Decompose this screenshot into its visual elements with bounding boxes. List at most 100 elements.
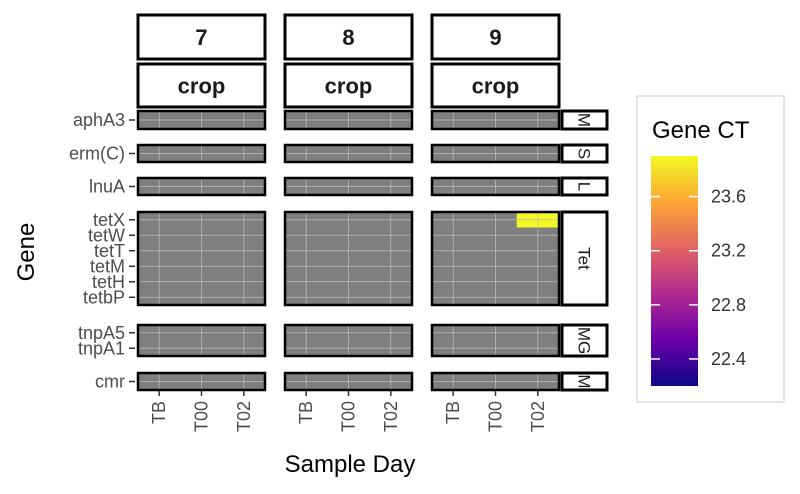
panel-border — [136, 371, 267, 392]
row-strip-label-tet-3: Tet — [575, 247, 594, 270]
strip-label-crop-7: crop — [178, 74, 226, 99]
row-strip-label-group: M — [575, 113, 594, 127]
row-strip-label-group: M — [575, 374, 594, 388]
panel-8-tet-3 — [283, 210, 414, 307]
panel-9-mg-4 — [430, 323, 561, 358]
x-tick-label-7-t02: T02 — [234, 401, 254, 432]
y-tick-label-lnua: lnuA — [89, 177, 125, 197]
panel-8-m-5 — [283, 371, 414, 392]
panel-border — [283, 109, 414, 131]
strip-box-crop-9 — [430, 62, 561, 109]
row-strip-label-mg-4: MG — [575, 327, 594, 354]
x-tick-label-8-t02: T02 — [381, 401, 401, 432]
row-strip-label-l-2: L — [575, 182, 594, 191]
panel-border — [430, 323, 561, 358]
panel-7-m-0 — [136, 109, 267, 131]
strip-box-crop-8 — [283, 62, 414, 109]
x-tick-label-9-t00: T00 — [486, 401, 506, 432]
row-strips: M S L Tet MG M — [560, 109, 609, 392]
y-tick-label-cmr: cmr — [95, 372, 125, 392]
panel-border — [283, 323, 414, 358]
legend-tick-label-23-2: 23.2 — [711, 241, 746, 261]
panel-border — [430, 371, 561, 392]
panel-border — [283, 143, 414, 164]
panel-9-l-2 — [430, 176, 561, 197]
strip-label-8: 8 — [342, 25, 354, 50]
panel-7-mg-4 — [136, 323, 267, 358]
row-strip-box-4 — [560, 323, 609, 358]
x-axis-title: Sample Day — [285, 451, 416, 478]
strip-label-9: 9 — [489, 25, 501, 50]
strip-label-crop-9: crop — [472, 74, 520, 99]
row-strip-label-group: MG — [575, 327, 594, 354]
y-tick-label-erm-c: erm(C) — [69, 144, 125, 164]
panel-border — [430, 143, 561, 164]
panel-8-mg-4 — [283, 323, 414, 358]
y-tick-label-tett: tetT — [94, 241, 125, 261]
color-bar — [651, 156, 698, 386]
panel-border — [430, 210, 561, 307]
legend-ticks: 22.4 22.8 23.2 23.6 — [651, 187, 746, 369]
row-strip-box-0 — [560, 109, 609, 131]
panel-9-m-0 — [430, 109, 561, 131]
x-tick-label-8-t00: T00 — [339, 401, 359, 432]
panel-8-l-2 — [283, 176, 414, 197]
legend-tick-label-22-4: 22.4 — [711, 349, 746, 369]
panel-border — [283, 210, 414, 307]
panel-border — [136, 210, 267, 307]
strip-box-7 — [136, 13, 267, 61]
x-tick-label-7-tb: TB — [149, 401, 169, 424]
row-strip-box-3 — [560, 210, 609, 307]
y-tick-label-tetx: tetX — [93, 210, 125, 230]
strip-box-crop-7 — [136, 62, 267, 109]
row-strip-label-s-1: S — [575, 148, 594, 159]
row-strip-label-group: S — [575, 148, 594, 159]
panel-7-s-1 — [136, 143, 267, 164]
y-tick-label-tnpa1: tnpA1 — [78, 338, 125, 358]
panel-9-s-1 — [430, 143, 561, 164]
panel-border — [283, 371, 414, 392]
panels-layer — [136, 109, 561, 392]
x-tick-label-9-t02: T02 — [528, 401, 548, 432]
strip-box-8 — [283, 13, 414, 61]
legend-tick-label-22-8: 22.8 — [711, 295, 746, 315]
y-tick-label-teth: tetH — [92, 272, 125, 292]
panel-border — [283, 176, 414, 197]
panel-9-tet-3 — [430, 210, 561, 307]
panel-7-m-5 — [136, 371, 267, 392]
y-axis: aphA3 erm(C) lnuA tetXtetWtetTtetMtetHtetbP… — [69, 110, 135, 392]
panel-9-m-5 — [430, 371, 561, 392]
row-strip-label-group: L — [575, 182, 594, 191]
panel-7-tet-3 — [136, 210, 267, 307]
y-tick-label-tnpa5: tnpA5 — [78, 323, 125, 343]
legend: Gene CT 22.4 22.8 23.2 23.6 — [636, 95, 785, 403]
row-strip-box-5 — [560, 371, 609, 392]
panel-8-m-0 — [283, 109, 414, 131]
row-strip-label-m-5: M — [575, 374, 594, 388]
panel-border — [136, 143, 267, 164]
panel-border — [136, 323, 267, 358]
y-tick-label-tetw: tetW — [88, 225, 125, 245]
y-tick-label-tetm: tetM — [90, 256, 125, 276]
x-tick-label-8-tb: TB — [296, 401, 316, 424]
column-strips: 7 crop 8 crop 9 crop — [136, 13, 561, 109]
strip-label-7: 7 — [195, 25, 207, 50]
row-strip-box-2 — [560, 176, 609, 197]
y-axis-title: Gene — [13, 223, 40, 282]
y-tick-label-tetbp: tetbP — [83, 287, 125, 307]
row-strip-label-m-0: M — [575, 113, 594, 127]
strip-box-9 — [430, 13, 561, 61]
legend-title: Gene CT — [652, 117, 750, 144]
row-strip-label-group: Tet — [575, 247, 594, 270]
panel-border — [136, 176, 267, 197]
legend-tick-label-23-6: 23.6 — [711, 187, 746, 207]
panel-8-s-1 — [283, 143, 414, 164]
strip-label-crop-8: crop — [325, 74, 373, 99]
panel-border — [136, 109, 267, 131]
y-tick-label-apha3: aphA3 — [73, 110, 125, 130]
panel-7-l-2 — [136, 176, 267, 197]
panel-border — [430, 109, 561, 131]
x-tick-label-7-t00: T00 — [192, 401, 212, 432]
x-tick-label-9-tb: TB — [443, 401, 463, 424]
